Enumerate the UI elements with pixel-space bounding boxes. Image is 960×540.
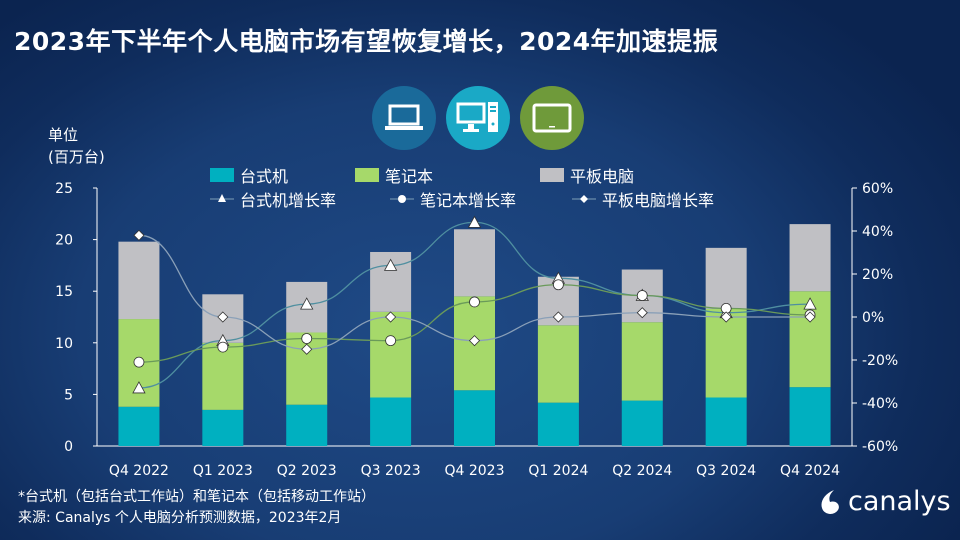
bar-notebook	[537, 325, 579, 403]
right-tick-label: 40%	[862, 224, 893, 240]
point-tablet-growth	[804, 311, 816, 323]
right-tick-label: -20%	[862, 353, 898, 369]
bar-desktop	[370, 397, 412, 446]
bar-tablet	[118, 241, 160, 320]
legend-label: 台式机增长率	[240, 191, 337, 210]
legend-swatch	[540, 168, 564, 182]
x-tick-label: Q3 2023	[361, 463, 421, 479]
point-notebook-growth	[133, 356, 145, 368]
circle-marker-icon	[390, 195, 414, 203]
point-tablet-growth	[385, 311, 397, 323]
point-tablet-growth	[133, 229, 145, 241]
x-tick-label: Q1 2023	[193, 463, 253, 479]
x-tick-label: Q2 2024	[612, 463, 672, 479]
bar-desktop	[202, 409, 244, 446]
laptop-icon	[372, 86, 436, 150]
bar-desktop	[705, 397, 747, 446]
left-tick-label: 10	[55, 336, 73, 352]
canalys-logo-icon	[821, 489, 839, 514]
point-desktop-growth	[383, 258, 398, 271]
point-desktop-growth	[132, 381, 146, 394]
legend-label: 台式机	[240, 167, 289, 186]
x-tick-label: Q4 2024	[780, 463, 840, 479]
legend-tablet-growth: 平板电脑增长率	[572, 187, 714, 211]
bar-tablet	[705, 247, 747, 309]
line-diamond	[138, 234, 811, 350]
tablet-icon	[520, 86, 584, 150]
left-tick-label: 15	[55, 284, 73, 300]
page-title: 2023年下半年个人电脑市场有望恢复增长，2024年加速提振	[14, 27, 719, 56]
x-tick-label: Q4 2022	[109, 463, 169, 479]
right-tick-label: 0%	[862, 310, 884, 326]
legend-swatch	[355, 168, 379, 182]
left-tick-label: 0	[64, 439, 73, 455]
point-desktop-growth	[467, 215, 482, 228]
unit-label-line1: 单位	[48, 126, 79, 144]
point-notebook-growth	[636, 290, 648, 301]
bar-notebook	[705, 308, 747, 398]
bar-notebook	[370, 311, 412, 398]
point-notebook-growth	[385, 335, 397, 347]
line-triangle	[138, 221, 811, 389]
source-note: 来源: Canalys 个人电脑分析预测数据，2023年2月	[18, 510, 342, 526]
right-tick-label: 60%	[862, 181, 893, 197]
right-tick-label: -60%	[862, 439, 898, 455]
point-desktop-growth	[300, 297, 314, 310]
footnote: *台式机（包括台式工作站）和笔记本（包括移动工作站）	[18, 489, 375, 505]
legend-tablet: 平板电脑	[540, 163, 634, 187]
point-notebook-growth	[217, 341, 229, 353]
triangle-marker-icon	[210, 194, 234, 202]
bar-desktop	[789, 387, 831, 446]
bar-desktop	[118, 406, 160, 446]
point-notebook-growth	[469, 296, 480, 308]
legend-notebook-growth: 笔记本增长率	[390, 187, 516, 211]
left-tick-label: 25	[55, 181, 73, 197]
legend-notebook: 笔记本	[355, 163, 433, 187]
point-tablet-growth	[552, 311, 564, 323]
point-tablet-growth	[301, 343, 313, 355]
logo-text: canalys	[848, 486, 951, 517]
point-notebook-growth	[552, 279, 564, 291]
legend-swatch	[210, 168, 234, 182]
diamond-marker-icon	[572, 195, 596, 203]
x-tick-label: Q2 2023	[277, 463, 337, 479]
unit-label-line2: (百万台)	[48, 148, 105, 166]
legend-desktop: 台式机	[210, 163, 288, 187]
legend-label: 笔记本	[385, 167, 434, 186]
left-tick-label: 20	[55, 233, 73, 249]
bar-notebook	[202, 342, 244, 410]
bar-tablet	[789, 224, 831, 292]
bar-desktop	[621, 400, 663, 446]
x-tick-label: Q1 2024	[528, 463, 588, 479]
desktop-icon	[446, 86, 510, 150]
point-tablet-growth	[720, 311, 732, 323]
point-tablet-growth	[636, 307, 648, 319]
x-tick-label: Q4 2023	[444, 463, 504, 479]
point-tablet-growth	[468, 335, 481, 347]
legend-label: 平板电脑增长率	[602, 191, 715, 210]
x-tick-label: Q3 2024	[696, 463, 756, 479]
legend-label: 平板电脑	[570, 167, 635, 186]
bar-desktop	[286, 404, 328, 446]
canalys-logo: canalys	[818, 486, 951, 517]
legend-label: 笔记本增长率	[420, 191, 517, 210]
y-axis-unit: 单位 (百万台)	[48, 124, 105, 168]
left-tick-label: 5	[64, 387, 73, 403]
point-desktop-growth	[803, 297, 817, 310]
point-tablet-growth	[217, 311, 229, 323]
right-tick-label: -40%	[862, 396, 898, 412]
right-tick-label: 20%	[862, 267, 893, 283]
bar-tablet	[454, 229, 495, 297]
legend-desktop-growth: 台式机增长率	[210, 187, 336, 211]
bar-desktop	[454, 390, 495, 446]
point-notebook-growth	[301, 333, 313, 344]
bar-notebook	[621, 322, 663, 401]
bar-desktop	[537, 402, 579, 446]
